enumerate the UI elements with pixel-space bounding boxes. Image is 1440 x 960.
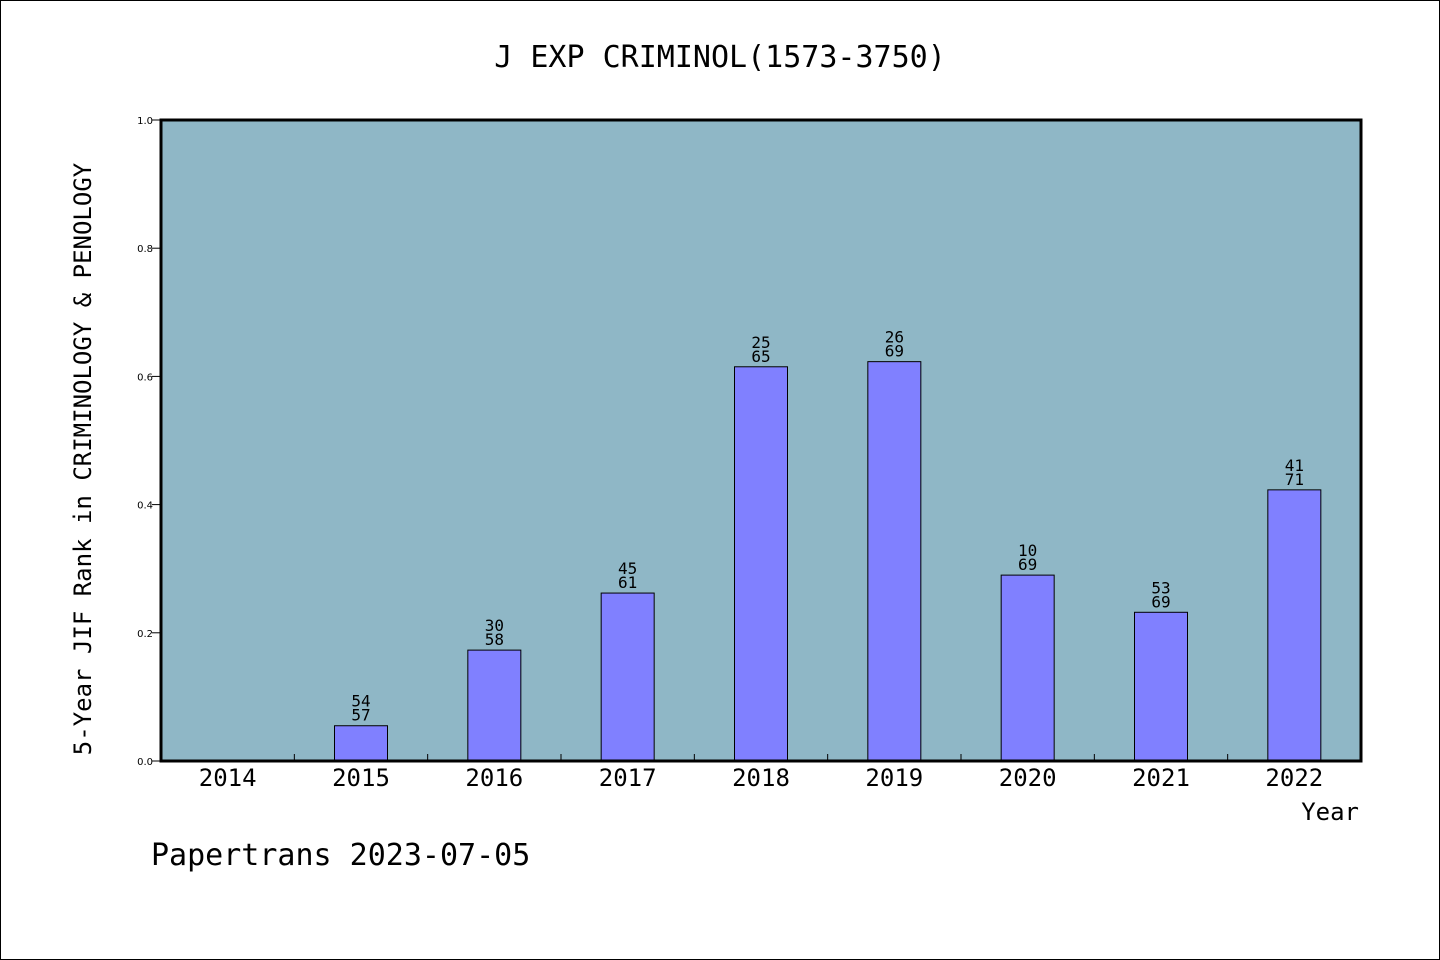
x-tick-label: 2019 [865,764,923,792]
bar-total-label: 69 [885,342,904,361]
bar-2016 [467,649,522,762]
chart-title: J EXP CRIMINOL(1573-3750) [494,40,946,75]
bar-total-label: 71 [1285,470,1304,489]
bar-rank-label: 10 [1018,541,1037,560]
bar-total-label: 57 [351,706,370,725]
y-axis-label: 5-Year JIF Rank in CRIMINOLOGY & PENOLOG… [69,162,97,755]
bar-rank-label: 41 [1285,456,1304,475]
x-tick-label: 2018 [732,764,790,792]
y-tick-label: 1.0 [137,116,153,127]
x-tick-label: 2017 [599,764,657,792]
bar-total-label: 61 [618,573,637,592]
bar-rank-label: 25 [751,333,770,352]
x-tick-label: 2014 [199,764,257,792]
bar-2020 [1000,574,1055,762]
x-axis-label: Year [1301,798,1359,826]
bar-2021 [1134,611,1188,762]
bar-rank-label: 26 [885,328,904,347]
x-tick-label: 2020 [999,764,1057,792]
x-tick-label: 2021 [1132,764,1190,792]
bar-2017 [600,592,655,762]
bar-total-label: 69 [1018,555,1037,574]
bar-2018 [734,366,788,762]
bar-2015 [334,725,388,762]
bar-total-label: 65 [751,347,770,366]
y-tick-label: 0.2 [137,629,153,640]
bar-2019 [867,361,922,762]
y-tick-label: 0.8 [137,244,153,255]
bar-total-label: 69 [1151,592,1170,611]
x-tick-label: 2016 [465,764,523,792]
bar-total-label: 58 [485,630,504,649]
bar-rank-label: 45 [618,559,637,578]
bar-rank-label: 54 [351,692,370,711]
footer-credit: Papertrans 2023-07-05 [151,838,530,873]
bar-2022 [1267,489,1322,762]
x-axis: 2014 2015 2016 2017 2018 2019 2020 2021 2022 [199,754,1323,792]
y-axis: 0.0 0.2 0.4 0.6 0.8 1.0 [137,116,161,768]
x-tick-label: 2022 [1265,764,1323,792]
bar-rank-label: 53 [1151,578,1170,597]
bar-rank-label: 30 [485,616,504,635]
y-tick-label: 0.6 [137,372,153,383]
x-tick-label: 2015 [332,764,390,792]
plot-border [159,118,1363,763]
y-tick-label: 0.4 [137,501,153,512]
bars-group [334,361,1322,762]
y-tick-label: 0.0 [137,757,153,768]
